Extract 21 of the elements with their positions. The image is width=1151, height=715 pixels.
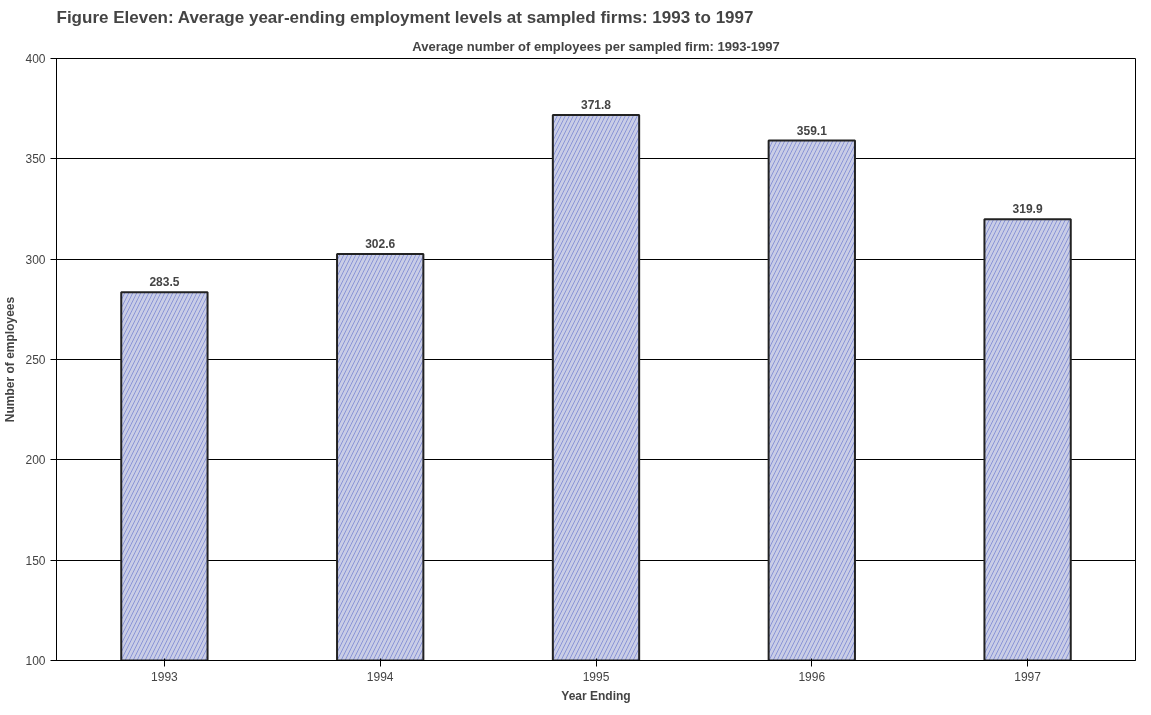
data-label: 319.9 [1012,202,1043,217]
chart-subtitle: Average number of employees per sampled firm: 1993-1997 [412,38,780,54]
data-label: 371.8 [580,98,612,113]
y-tick-label: 200 [25,453,46,468]
data-label: 283.5 [149,275,180,290]
data-label: 359.1 [796,123,828,138]
y-tick-label: 300 [25,252,46,267]
x-tick-label: 1997 [1014,669,1042,684]
x-tick-label: 1993 [151,669,179,684]
y-axis-title: Number of employees [3,296,18,423]
x-tick-label: 1995 [582,669,610,684]
chart-title: Figure Eleven: Average year-ending employment levels at sampled firms: 1993 to 1997 [56,7,754,27]
y-tick-label: 350 [25,152,46,167]
y-tick-label: 100 [25,654,46,668]
y-tick-label: 150 [25,553,46,568]
y-tick-label: 400 [25,52,46,66]
x-tick-label: 1996 [798,669,826,684]
x-axis-title: Year Ending [561,688,631,703]
y-tick-label: 250 [25,353,46,367]
x-tick-label: 1994 [366,669,394,684]
data-label: 302.6 [365,236,396,251]
